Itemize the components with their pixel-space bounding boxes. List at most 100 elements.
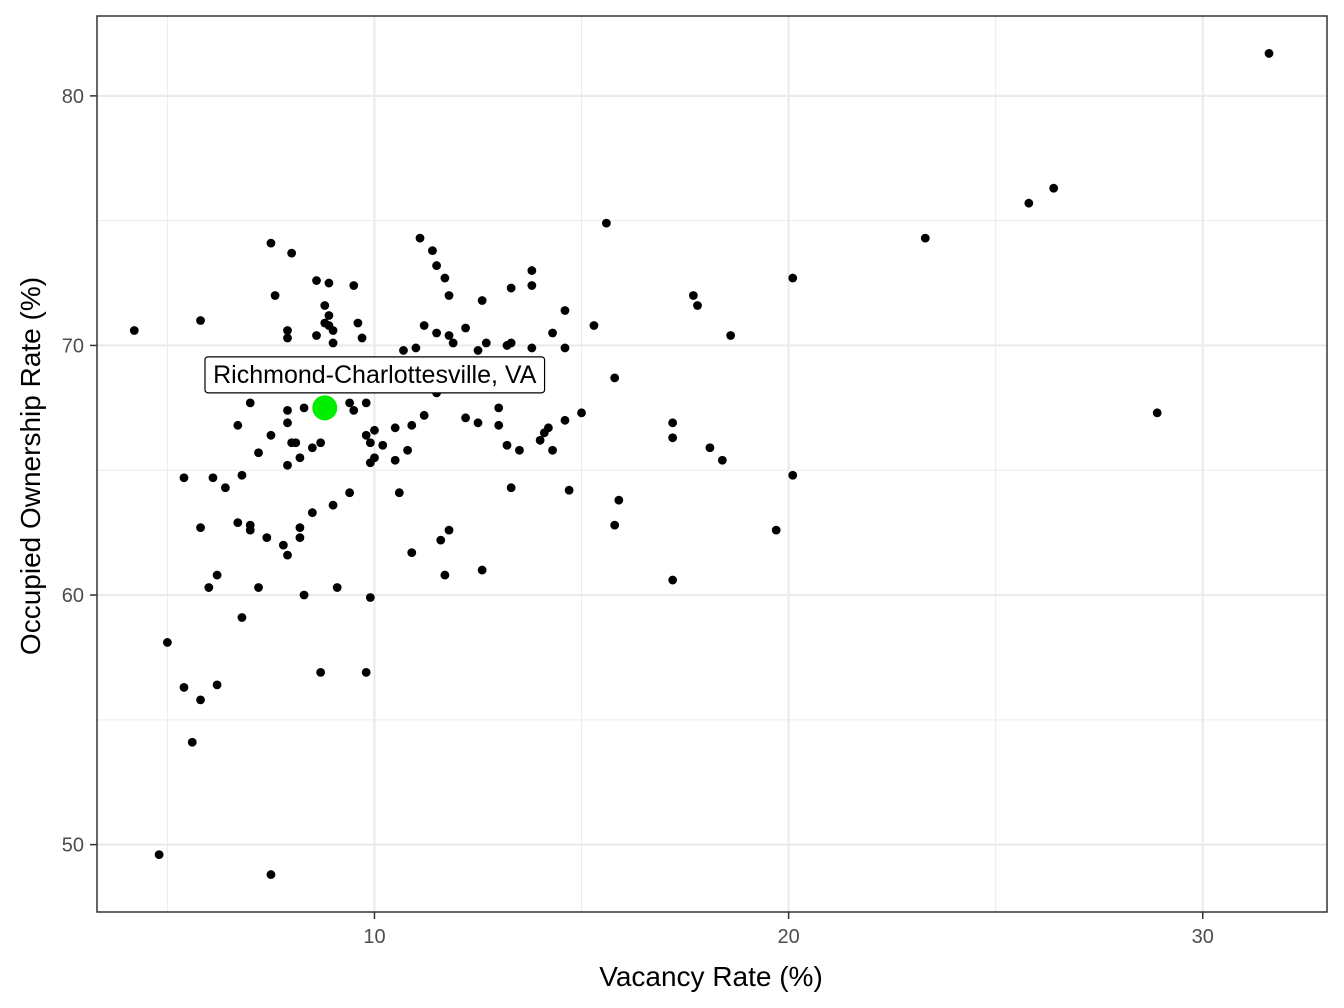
- data-point: [560, 415, 570, 425]
- data-point: [461, 413, 470, 423]
- data-point: [506, 483, 516, 493]
- data-point: [233, 420, 243, 430]
- data-point: [254, 583, 263, 592]
- data-point: [428, 246, 437, 256]
- data-point: [154, 850, 164, 859]
- data-point: [390, 423, 400, 433]
- data-point: [1152, 408, 1162, 418]
- data-point: [349, 405, 359, 415]
- data-point: [283, 460, 292, 470]
- data-point: [477, 565, 487, 575]
- data-point: [378, 440, 388, 450]
- data-point: [163, 638, 172, 647]
- y-tick-label: 60: [62, 585, 84, 607]
- data-point: [432, 261, 441, 270]
- data-point: [535, 435, 545, 445]
- data-point: [212, 680, 222, 690]
- data-point: [307, 443, 317, 453]
- data-point: [328, 338, 338, 348]
- data-point: [444, 291, 454, 300]
- data-point: [320, 318, 330, 328]
- data-point: [539, 428, 549, 438]
- data-point: [589, 321, 599, 330]
- data-point: [237, 470, 247, 480]
- data-point: [448, 338, 458, 348]
- data-point: [444, 331, 454, 340]
- data-point: [461, 323, 470, 333]
- data-point: [560, 343, 570, 353]
- x-tick-label: 30: [1192, 926, 1214, 948]
- data-point: [494, 420, 504, 430]
- data-point: [527, 343, 537, 353]
- data-point: [266, 238, 276, 248]
- data-point: [129, 326, 139, 335]
- data-point: [560, 306, 570, 315]
- x-tick-label: 20: [777, 926, 799, 948]
- highlight-point: [312, 395, 338, 421]
- data-point: [287, 438, 297, 448]
- data-point: [307, 508, 317, 518]
- data-point: [432, 328, 441, 338]
- data-point: [233, 518, 243, 528]
- data-point: [237, 613, 247, 622]
- data-point: [316, 668, 326, 677]
- data-point: [705, 443, 715, 453]
- data-point: [494, 403, 504, 413]
- data-point: [407, 548, 417, 558]
- data-point: [283, 418, 292, 428]
- data-point: [419, 321, 429, 330]
- data-point: [788, 470, 798, 480]
- data-point: [515, 445, 524, 455]
- data-point: [283, 550, 292, 560]
- highlight-label: Richmond-Charlottesville, VA: [213, 361, 537, 389]
- data-point: [693, 301, 702, 310]
- data-point: [527, 281, 537, 290]
- data-point: [328, 500, 338, 510]
- data-point: [1049, 183, 1059, 193]
- y-axis-ticks: 50 60 70 80: [62, 86, 97, 857]
- highlight-label-box: [204, 356, 546, 394]
- data-point: [548, 445, 557, 455]
- data-point: [283, 326, 292, 335]
- data-point: [610, 520, 620, 530]
- data-point: [726, 331, 736, 340]
- data-point: [394, 488, 404, 498]
- data-point: [283, 333, 292, 343]
- data-point: [349, 281, 359, 290]
- data-point: [614, 495, 624, 505]
- data-point: [668, 433, 678, 443]
- data-points: [129, 49, 1274, 879]
- data-point: [411, 343, 421, 353]
- data-point: [287, 248, 297, 258]
- data-point: [473, 418, 483, 428]
- data-point: [278, 540, 288, 550]
- data-point: [270, 291, 280, 300]
- data-point: [316, 438, 326, 448]
- data-point: [196, 695, 205, 705]
- data-point: [187, 737, 197, 747]
- data-point: [399, 346, 408, 355]
- data-point: [320, 301, 330, 310]
- x-axis-title: Vacancy Rate (%): [599, 961, 823, 992]
- data-point: [668, 575, 678, 585]
- data-point: [419, 410, 429, 420]
- data-point: [262, 533, 272, 543]
- data-point: [299, 590, 309, 600]
- data-point: [407, 420, 417, 430]
- data-point: [610, 373, 620, 383]
- data-point: [527, 266, 537, 275]
- data-point: [220, 483, 230, 493]
- data-point: [212, 570, 222, 580]
- data-point: [601, 218, 611, 228]
- data-point: [370, 425, 379, 435]
- data-point: [365, 458, 375, 468]
- data-point: [502, 341, 512, 350]
- x-tick-label: 10: [363, 926, 385, 948]
- data-point: [481, 338, 491, 348]
- data-point: [390, 455, 400, 465]
- data-point: [179, 473, 189, 483]
- data-point: [365, 438, 375, 448]
- data-point: [440, 570, 450, 580]
- data-point: [548, 328, 557, 338]
